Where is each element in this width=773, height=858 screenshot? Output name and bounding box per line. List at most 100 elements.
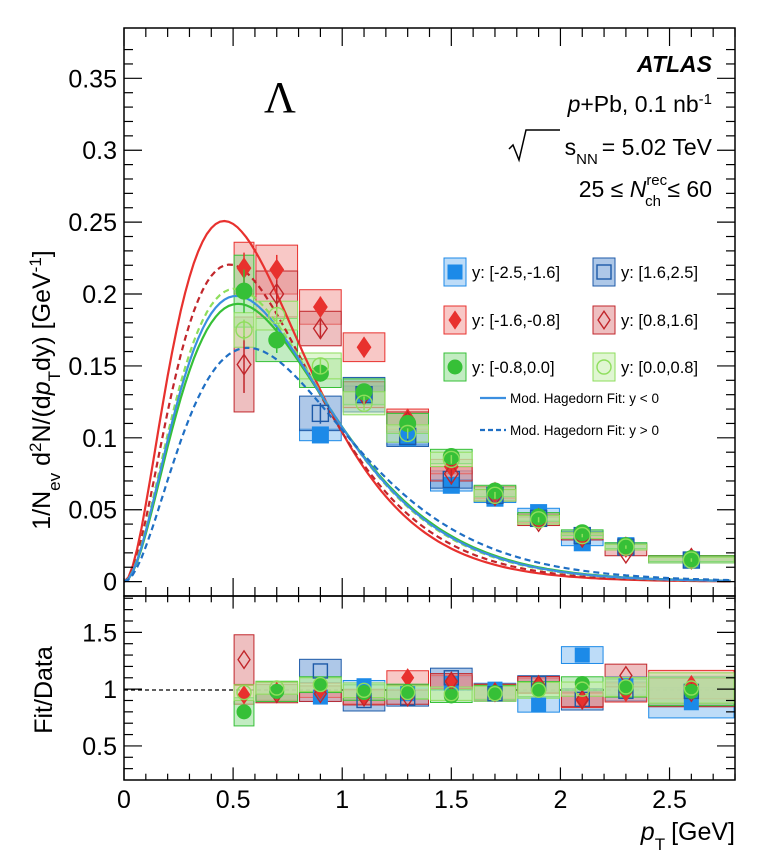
y-tick-label: 0.25 — [68, 209, 117, 237]
y-tick-label: 0 — [103, 569, 117, 597]
data-point — [443, 462, 459, 486]
data-point — [269, 258, 285, 281]
legend-marker — [596, 264, 612, 280]
x-axis-title: pT [GeV] — [640, 818, 735, 854]
legend-fit-label: Mod. Hagedorn Fit: y < 0 — [510, 391, 659, 406]
ratio-point — [399, 684, 416, 701]
ratio-sys-boxes — [233, 634, 735, 727]
y-axis-title: 1/Nev d2N/(dpTdy) [GeV-1] — [26, 250, 64, 529]
legend-marker — [596, 359, 612, 375]
experiment-label: ATLAS — [636, 51, 713, 77]
ratio-point — [487, 685, 503, 702]
axis-ticks — [123, 28, 736, 780]
data-point — [312, 296, 328, 318]
main-fit-curves — [124, 219, 731, 583]
data-point — [268, 331, 286, 349]
ratio-point — [531, 681, 547, 697]
fit-curve — [124, 294, 731, 583]
y-tick-label: 0.3 — [82, 137, 117, 165]
legend-label: y: [0.8,1.6] — [621, 312, 698, 330]
main-sys-boxes — [233, 241, 735, 564]
data-point — [356, 336, 372, 359]
data-point — [235, 282, 253, 300]
ratio-y-axis-title: Fit/Data — [30, 646, 58, 734]
ratio-point — [530, 682, 547, 698]
data-point — [311, 357, 330, 375]
data-point — [442, 450, 461, 469]
ratio-point — [575, 689, 590, 710]
data-point — [355, 394, 373, 413]
legend-marker — [448, 310, 462, 330]
data-point — [486, 482, 504, 500]
x-tick-label: 1.5 — [434, 786, 469, 814]
ratio-point — [237, 685, 251, 705]
ratio-point — [269, 683, 285, 699]
legend: y: [-2.5,-1.6] y: [1.6,2.5] y: [-1.6,-0.8]… — [443, 257, 698, 438]
x-tick-label: 1 — [335, 786, 349, 814]
multiplicity-label: 25 ≤ Nrec ch ≤ 60 — [579, 172, 712, 210]
ratio-point — [400, 683, 416, 699]
legend-label: y: [0.0,0.8] — [621, 359, 698, 377]
ratio-point — [236, 684, 252, 701]
system-label: p+Pb, 0.1 nb-1 — [567, 91, 712, 118]
sqrt-symbol — [508, 129, 560, 163]
ratio-y-tick-label: 1 — [103, 676, 117, 704]
ratio-point — [312, 676, 329, 693]
ratio-point — [618, 679, 634, 695]
y-tick-label: 0.2 — [82, 281, 117, 309]
x-tick-label: 2.5 — [652, 786, 687, 814]
x-tick-label: 0 — [117, 786, 131, 814]
y-tick-label: 0.35 — [68, 65, 117, 93]
data-point — [486, 486, 504, 505]
data-point — [269, 282, 285, 306]
y-tick-label: 0.1 — [82, 425, 117, 453]
ratio-point — [236, 704, 252, 720]
legend-marker — [447, 264, 463, 280]
ratio-point — [683, 680, 700, 696]
data-point — [573, 526, 591, 545]
ratio-point — [683, 683, 699, 699]
axis-tick-labels: 0 0.5 1 1.5 2 2.500.050.10.150.20.250.30.350.… — [68, 65, 687, 814]
ratio-point — [574, 675, 590, 691]
ratio-point — [487, 685, 503, 701]
data-point — [236, 353, 252, 376]
legend-swatch — [592, 352, 616, 382]
ratio-point — [574, 647, 590, 663]
legend-marker — [447, 359, 463, 375]
ratio-y-tick-label: 0.5 — [82, 733, 117, 761]
legend-label: y: [-2.5,-1.6] — [472, 264, 560, 282]
ratio-point — [356, 682, 372, 698]
x-tick-label: 0.5 — [216, 786, 251, 814]
data-point — [235, 321, 253, 339]
legend-label: y: [-1.6,-0.8] — [472, 312, 560, 330]
energy-label: sNN = 5.02 TeV — [508, 129, 713, 168]
ratio-sys-box — [233, 634, 255, 685]
legend-label: y: [-0.8,0.0] — [472, 359, 555, 377]
ratio-data-markers — [236, 647, 700, 720]
data-point — [311, 426, 329, 444]
ratio-point — [443, 685, 460, 702]
data-point — [311, 404, 330, 423]
ratio-point — [237, 649, 251, 670]
legend-label: y: [1.6,2.5] — [621, 264, 698, 282]
legend-swatch — [592, 257, 616, 287]
ratio-point — [618, 680, 634, 696]
particle-title: Λ — [264, 73, 296, 122]
legend-fit-label: Mod. Hagedorn Fit: y > 0 — [510, 423, 659, 438]
x-tick-label: 2 — [553, 786, 567, 814]
ratio-point — [574, 681, 590, 697]
ratio-point — [531, 697, 547, 713]
ratio-y-tick-label: 1.5 — [82, 619, 117, 647]
svg-text:sNN= 5.02 TeV: sNN = 5.02 TeV — [565, 134, 713, 168]
fit-curve — [124, 346, 731, 583]
legend-marker — [597, 310, 611, 330]
data-point — [268, 306, 286, 325]
ratio-point — [269, 680, 285, 696]
y-tick-label: 0.05 — [68, 497, 117, 525]
legend-swatch — [592, 305, 616, 335]
data-point — [398, 424, 417, 443]
data-point — [529, 511, 548, 529]
y-tick-label: 0.15 — [68, 353, 117, 381]
main-data-markers — [235, 252, 701, 570]
